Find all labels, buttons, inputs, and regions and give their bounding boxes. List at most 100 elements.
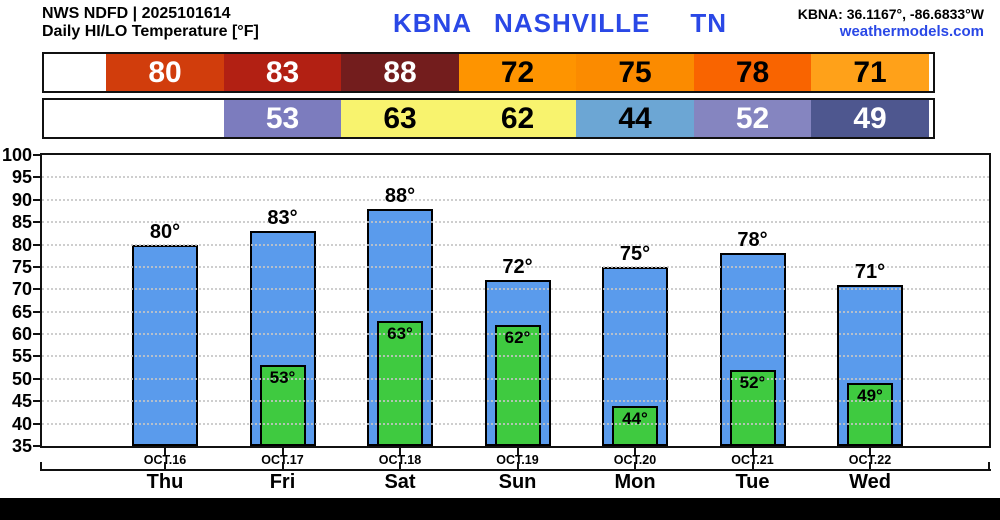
- lo-cell: 52: [693, 100, 812, 137]
- gridline: [42, 243, 989, 246]
- station-state: TN: [690, 8, 728, 38]
- y-tick: [33, 221, 40, 224]
- hi-value-label: 80°: [149, 220, 181, 243]
- gridline: [42, 400, 989, 403]
- lo-cell: 49: [811, 100, 929, 137]
- gridline: [42, 333, 989, 336]
- day-axis-tick: [281, 462, 284, 469]
- weekday-label: Tue: [735, 471, 770, 493]
- lo-cell: 62: [458, 100, 577, 137]
- hi-bar: [132, 244, 198, 446]
- y-tick: [33, 310, 40, 313]
- y-tick-label: 70: [11, 279, 32, 300]
- day-axis-tick: [164, 462, 166, 469]
- weekday-label: Thu: [146, 471, 184, 493]
- gridline: [42, 355, 989, 358]
- date-label: OCT.18: [378, 453, 422, 467]
- header-left: NWS NDFD | 2025101614 Daily HI/LO Temper…: [42, 5, 259, 41]
- day-axis-tick: [988, 462, 990, 469]
- date-label: OCT.20: [613, 453, 657, 467]
- y-tick: [33, 355, 40, 358]
- lo-bar: [729, 369, 776, 446]
- y-tick: [33, 422, 40, 425]
- gridline: [42, 265, 989, 268]
- hi-value-label: 72°: [502, 256, 533, 279]
- lo-value-label: 52°: [739, 372, 766, 392]
- y-tick-label: 75: [11, 256, 32, 277]
- lo-value-label: 44°: [622, 408, 648, 428]
- lo-value-label: 63°: [387, 323, 413, 343]
- day-axis-tick: [399, 462, 401, 469]
- weekday-label: Fri: [269, 471, 296, 493]
- date-label: OCT.19: [496, 453, 539, 467]
- header-right: KBNA: 36.1167°, -86.6833°W weathermodels…: [798, 5, 984, 41]
- y-tick: [33, 333, 40, 336]
- y-tick: [33, 265, 40, 268]
- hi-cell: 71: [811, 54, 929, 91]
- gridline: [42, 198, 989, 201]
- y-tick-label: 65: [11, 301, 32, 322]
- date-label: OCT.17: [261, 453, 304, 467]
- lo-cell: 63: [341, 100, 459, 137]
- lo-strip: 53 63 62 44 52 49: [42, 98, 935, 139]
- gridline: [42, 221, 989, 224]
- y-tick: [33, 288, 40, 291]
- date-tick: [869, 448, 871, 455]
- lo-bar: [494, 325, 541, 446]
- lo-value-label: 62°: [504, 328, 531, 348]
- y-tick-label: 80: [11, 234, 32, 255]
- weekday-label: Mon: [614, 471, 656, 493]
- y-tick-label: 85: [11, 212, 32, 233]
- hi-cell: 75: [576, 54, 694, 91]
- date-label: OCT.21: [731, 453, 774, 467]
- date-tick: [516, 448, 519, 455]
- hi-strip: 80 83 88 72 75 78 71: [42, 52, 935, 93]
- weekday-label: Wed: [849, 471, 891, 493]
- hi-value-label: 75°: [619, 242, 651, 265]
- product-line: Daily HI/LO Temperature [°F]: [42, 23, 259, 40]
- gridline: [42, 176, 989, 179]
- y-tick: [33, 400, 40, 403]
- lo-value-label: 49°: [857, 386, 883, 406]
- date-tick: [634, 448, 636, 455]
- hi-value-label: 78°: [737, 229, 768, 252]
- y-tick: [33, 176, 40, 179]
- day-axis-tick: [869, 462, 871, 469]
- y-tick-label: 60: [11, 324, 32, 345]
- day-axis-line: [40, 469, 991, 471]
- y-tick: [33, 243, 40, 246]
- hi-cell: 88: [341, 54, 459, 91]
- hi-cell: 72: [458, 54, 577, 91]
- lo-bar: [847, 383, 893, 446]
- y-tick-label: 50: [11, 368, 32, 389]
- y-tick-label: 45: [11, 391, 32, 412]
- lo-bar: [377, 320, 423, 446]
- gridline: [42, 377, 989, 380]
- y-tick-label: 95: [11, 167, 32, 188]
- station-coords: KBNA: 36.1167°, -86.6833°W: [797, 6, 984, 22]
- station-city: NASHVILLE: [494, 8, 651, 38]
- date-tick: [399, 448, 401, 455]
- y-tick-label: 40: [11, 413, 32, 434]
- y-tick: [33, 154, 40, 156]
- date-label: OCT.22: [848, 453, 892, 467]
- station-id: KBNA: [392, 8, 473, 38]
- station-title: KBNA NASHVILLE TN: [360, 8, 760, 39]
- y-tick-label: 100: [1, 145, 32, 165]
- hi-value-label: 88°: [384, 184, 416, 207]
- footer-bar: [0, 498, 1000, 520]
- y-tick-label: 35: [11, 436, 32, 456]
- gridline: [42, 422, 989, 425]
- hi-cell: 78: [693, 54, 812, 91]
- hi-cell: 83: [223, 54, 342, 91]
- weekday-label: Sun: [498, 471, 537, 493]
- hi-value-label: 71°: [854, 260, 886, 283]
- chart-plot: 80° 83° 53° 88° 63° 72° 62° 75° 44° 78° 52° 71° 49°: [40, 153, 991, 448]
- website-link[interactable]: weathermodels.com: [839, 23, 984, 40]
- hi-cell: 80: [106, 54, 224, 91]
- lo-value-label: 53°: [269, 368, 296, 388]
- day-axis-tick: [516, 462, 519, 469]
- day-axis-tick: [751, 462, 754, 469]
- date-tick: [281, 448, 284, 455]
- date-tick: [164, 448, 166, 455]
